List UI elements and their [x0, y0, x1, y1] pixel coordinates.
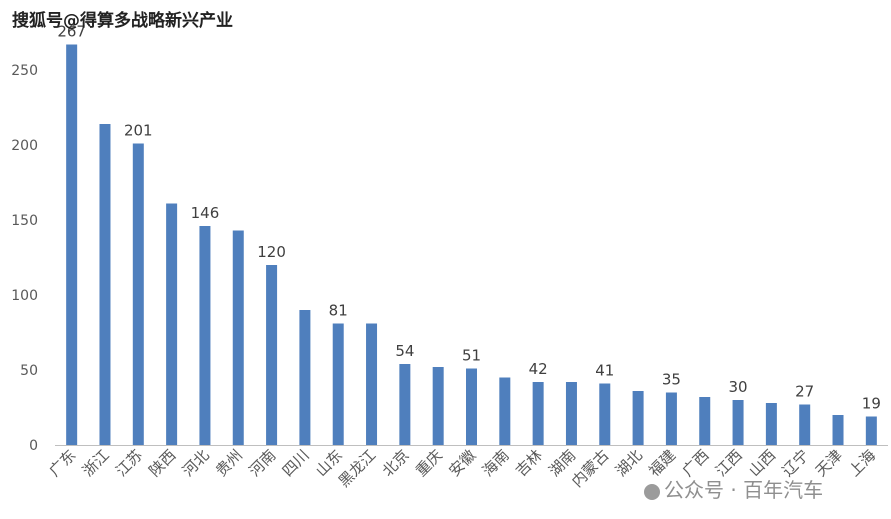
- x-tick-label: 江苏: [112, 446, 146, 480]
- bar: [466, 368, 477, 445]
- bar: [599, 383, 611, 445]
- bar: [499, 377, 511, 445]
- x-tick-label: 广东: [46, 446, 80, 480]
- data-label: 41: [595, 362, 614, 380]
- x-tick-label: 海南: [479, 446, 513, 480]
- bar: [266, 265, 278, 445]
- bar: [532, 382, 544, 445]
- bar: [66, 44, 78, 445]
- bar: [732, 400, 744, 445]
- x-tick-label: 陕西: [145, 446, 179, 480]
- data-label: 201: [124, 122, 153, 140]
- data-label: 51: [462, 347, 481, 365]
- bar: [699, 397, 711, 445]
- data-label: 81: [329, 302, 348, 320]
- bar: [199, 226, 211, 445]
- bar: [432, 367, 444, 445]
- bar: [765, 403, 777, 445]
- x-tick-label: 上海: [845, 446, 879, 480]
- data-label: 35: [662, 371, 681, 389]
- y-tick-label: 200: [11, 138, 38, 154]
- data-label: 120: [257, 243, 286, 261]
- x-tick-label: 浙江: [79, 446, 113, 480]
- y-tick-label: 50: [20, 363, 38, 379]
- x-tick-label: 黑龙江: [335, 446, 380, 491]
- wechat-logo-icon: [644, 483, 660, 500]
- bar: [799, 404, 811, 445]
- bar: [132, 143, 144, 445]
- watermark-top: 搜狐号@得算多战略新兴产业: [12, 11, 233, 31]
- data-label: 267: [57, 23, 86, 41]
- watermark-bottom: 公众号 · 百年汽车: [644, 474, 823, 503]
- x-tick-label: 贵州: [212, 446, 246, 480]
- bar: [632, 391, 644, 445]
- y-tick-label: 250: [11, 63, 38, 79]
- data-label: 27: [795, 383, 814, 401]
- x-tick-label: 四川: [279, 446, 313, 480]
- data-label: 42: [529, 360, 548, 378]
- x-tick-label: 内蒙古: [568, 446, 613, 491]
- bar: [399, 364, 411, 445]
- data-label: 146: [191, 204, 220, 222]
- data-label: 54: [395, 342, 414, 360]
- x-tick-label: 重庆: [412, 446, 446, 480]
- bar: [865, 416, 877, 445]
- bar: [99, 124, 111, 445]
- x-tick-label: 河北: [179, 446, 213, 480]
- y-tick-label: 0: [29, 438, 38, 454]
- data-label: 30: [729, 378, 748, 396]
- y-tick-label: 100: [11, 288, 38, 304]
- bar: [299, 310, 311, 445]
- x-tick-label: 湖北: [612, 446, 646, 480]
- data-label: 19: [862, 395, 881, 413]
- x-tick-label: 北京: [379, 446, 413, 480]
- x-tick-label: 安徽: [445, 446, 479, 480]
- y-tick-label: 150: [11, 213, 38, 229]
- bar: [166, 203, 178, 445]
- bar: [665, 392, 677, 445]
- watermark-bottom-text: 公众号 · 百年汽车: [664, 478, 824, 502]
- bar: [565, 382, 577, 445]
- bar: [832, 415, 844, 445]
- bar: [366, 323, 378, 445]
- bar: [332, 323, 344, 445]
- bar: [232, 230, 244, 445]
- x-tick-label: 吉林: [512, 446, 546, 480]
- x-tick-label: 河南: [245, 446, 279, 480]
